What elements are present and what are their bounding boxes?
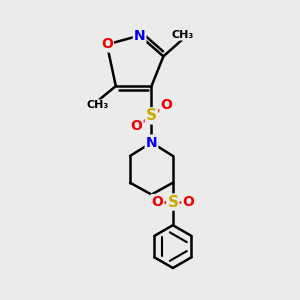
Text: CH₃: CH₃: [171, 30, 194, 40]
Text: N: N: [146, 136, 157, 150]
Text: O: O: [152, 195, 164, 209]
Text: O: O: [131, 119, 142, 133]
Text: O: O: [101, 38, 113, 52]
Text: O: O: [160, 98, 172, 112]
Text: S: S: [146, 108, 157, 123]
Text: CH₃: CH₃: [87, 100, 109, 110]
Text: O: O: [182, 195, 194, 209]
Text: S: S: [167, 194, 178, 209]
Text: N: N: [134, 28, 146, 43]
